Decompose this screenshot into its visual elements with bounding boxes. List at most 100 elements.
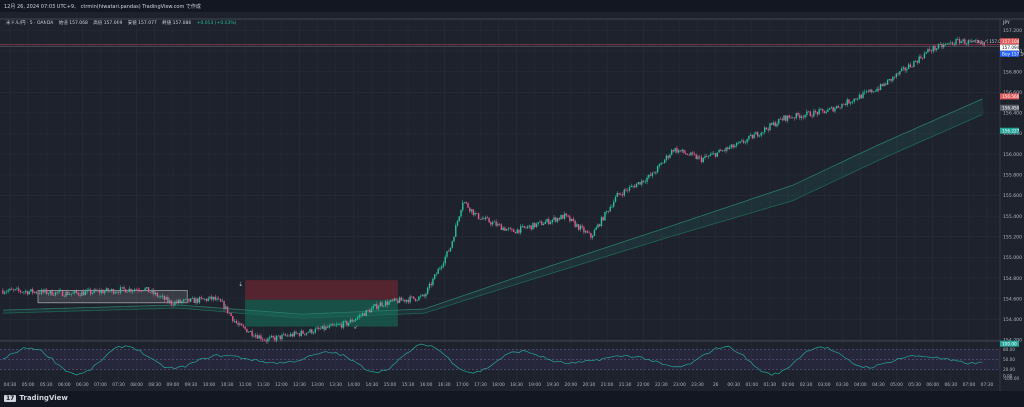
candle[interactable] bbox=[520, 224, 522, 235]
candle[interactable] bbox=[14, 288, 16, 292]
candle[interactable] bbox=[32, 287, 34, 296]
candle[interactable] bbox=[909, 61, 912, 68]
candle[interactable] bbox=[477, 212, 480, 220]
candle[interactable] bbox=[367, 309, 369, 311]
candle[interactable] bbox=[883, 82, 885, 87]
candle[interactable] bbox=[163, 294, 166, 303]
candle[interactable] bbox=[688, 152, 690, 156]
candle[interactable] bbox=[655, 170, 657, 176]
candle[interactable] bbox=[839, 107, 841, 110]
target-price-tag[interactable]: 156.227 bbox=[1000, 127, 1020, 134]
candle[interactable] bbox=[695, 153, 697, 160]
candle[interactable] bbox=[846, 97, 848, 107]
candle[interactable] bbox=[205, 298, 208, 303]
candle[interactable] bbox=[502, 226, 504, 231]
candle[interactable] bbox=[604, 211, 606, 221]
candle[interactable] bbox=[893, 76, 896, 80]
candle[interactable] bbox=[779, 116, 782, 120]
candle[interactable] bbox=[674, 147, 676, 154]
candle[interactable] bbox=[764, 125, 766, 135]
candle[interactable] bbox=[888, 78, 891, 82]
candle[interactable] bbox=[783, 115, 785, 121]
candle[interactable] bbox=[311, 328, 313, 335]
candle[interactable] bbox=[233, 318, 236, 324]
candle[interactable] bbox=[456, 219, 459, 227]
candle[interactable] bbox=[879, 83, 882, 91]
candle[interactable] bbox=[755, 131, 757, 135]
candle[interactable] bbox=[646, 175, 648, 185]
candle[interactable] bbox=[560, 214, 562, 220]
candle[interactable] bbox=[944, 42, 947, 46]
candle[interactable] bbox=[713, 151, 715, 156]
candle[interactable] bbox=[256, 332, 259, 340]
candle[interactable] bbox=[623, 188, 625, 197]
candle[interactable] bbox=[632, 184, 634, 189]
candle[interactable] bbox=[430, 281, 432, 288]
candle[interactable] bbox=[339, 322, 341, 326]
candle[interactable] bbox=[426, 286, 429, 295]
candle[interactable] bbox=[739, 141, 741, 145]
candle[interactable] bbox=[862, 90, 864, 99]
candle[interactable] bbox=[974, 38, 977, 42]
candle[interactable] bbox=[702, 157, 704, 164]
candle[interactable] bbox=[576, 222, 578, 228]
candle[interactable] bbox=[147, 287, 150, 293]
candle[interactable] bbox=[921, 57, 924, 60]
candle[interactable] bbox=[130, 288, 132, 294]
candle[interactable] bbox=[958, 36, 961, 45]
candle[interactable] bbox=[723, 149, 726, 153]
candle[interactable] bbox=[260, 333, 262, 342]
candle[interactable] bbox=[325, 325, 327, 331]
candle[interactable] bbox=[272, 335, 274, 340]
candle[interactable] bbox=[335, 321, 338, 328]
candle[interactable] bbox=[88, 287, 90, 292]
candle[interactable] bbox=[75, 289, 78, 294]
candle[interactable] bbox=[263, 338, 266, 341]
candle[interactable] bbox=[219, 298, 222, 302]
candle[interactable] bbox=[842, 103, 845, 105]
candle[interactable] bbox=[172, 302, 174, 308]
candle[interactable] bbox=[728, 145, 731, 150]
candle[interactable] bbox=[132, 289, 134, 295]
candle[interactable] bbox=[153, 288, 155, 297]
candle[interactable] bbox=[507, 226, 510, 232]
legend-symbol[interactable]: 米ドル/円 · 5 · OANDA bbox=[6, 21, 54, 26]
candle[interactable] bbox=[118, 289, 120, 295]
candle[interactable] bbox=[404, 299, 406, 304]
candle[interactable] bbox=[209, 296, 211, 301]
candle[interactable] bbox=[307, 331, 310, 334]
candle[interactable] bbox=[79, 292, 81, 298]
candle[interactable] bbox=[950, 40, 952, 45]
candle[interactable] bbox=[916, 60, 919, 65]
candle[interactable] bbox=[771, 122, 773, 126]
candle[interactable] bbox=[902, 65, 905, 71]
candle[interactable] bbox=[535, 222, 538, 229]
candle[interactable] bbox=[223, 300, 225, 312]
candle[interactable] bbox=[806, 109, 808, 118]
candle[interactable] bbox=[309, 328, 311, 334]
candle[interactable] bbox=[946, 43, 948, 45]
candle[interactable] bbox=[649, 172, 652, 177]
candle[interactable] bbox=[19, 289, 22, 295]
candle[interactable] bbox=[897, 72, 899, 77]
candle[interactable] bbox=[409, 294, 411, 304]
candle[interactable] bbox=[735, 141, 738, 148]
candle[interactable] bbox=[30, 289, 32, 293]
candle[interactable] bbox=[460, 209, 462, 218]
candle[interactable] bbox=[7, 288, 9, 294]
candle[interactable] bbox=[534, 222, 536, 229]
candle[interactable] bbox=[56, 291, 58, 295]
candle[interactable] bbox=[63, 294, 66, 297]
candle[interactable] bbox=[570, 218, 573, 222]
candle[interactable] bbox=[979, 40, 982, 45]
candle[interactable] bbox=[240, 323, 243, 326]
candle[interactable] bbox=[813, 108, 815, 118]
candle[interactable] bbox=[144, 286, 146, 292]
candle[interactable] bbox=[281, 333, 283, 342]
candle[interactable] bbox=[214, 294, 216, 301]
candle[interactable] bbox=[488, 216, 490, 223]
candle[interactable] bbox=[154, 291, 157, 296]
candle[interactable] bbox=[421, 294, 424, 297]
candle[interactable] bbox=[758, 134, 761, 138]
candle[interactable] bbox=[107, 287, 109, 294]
